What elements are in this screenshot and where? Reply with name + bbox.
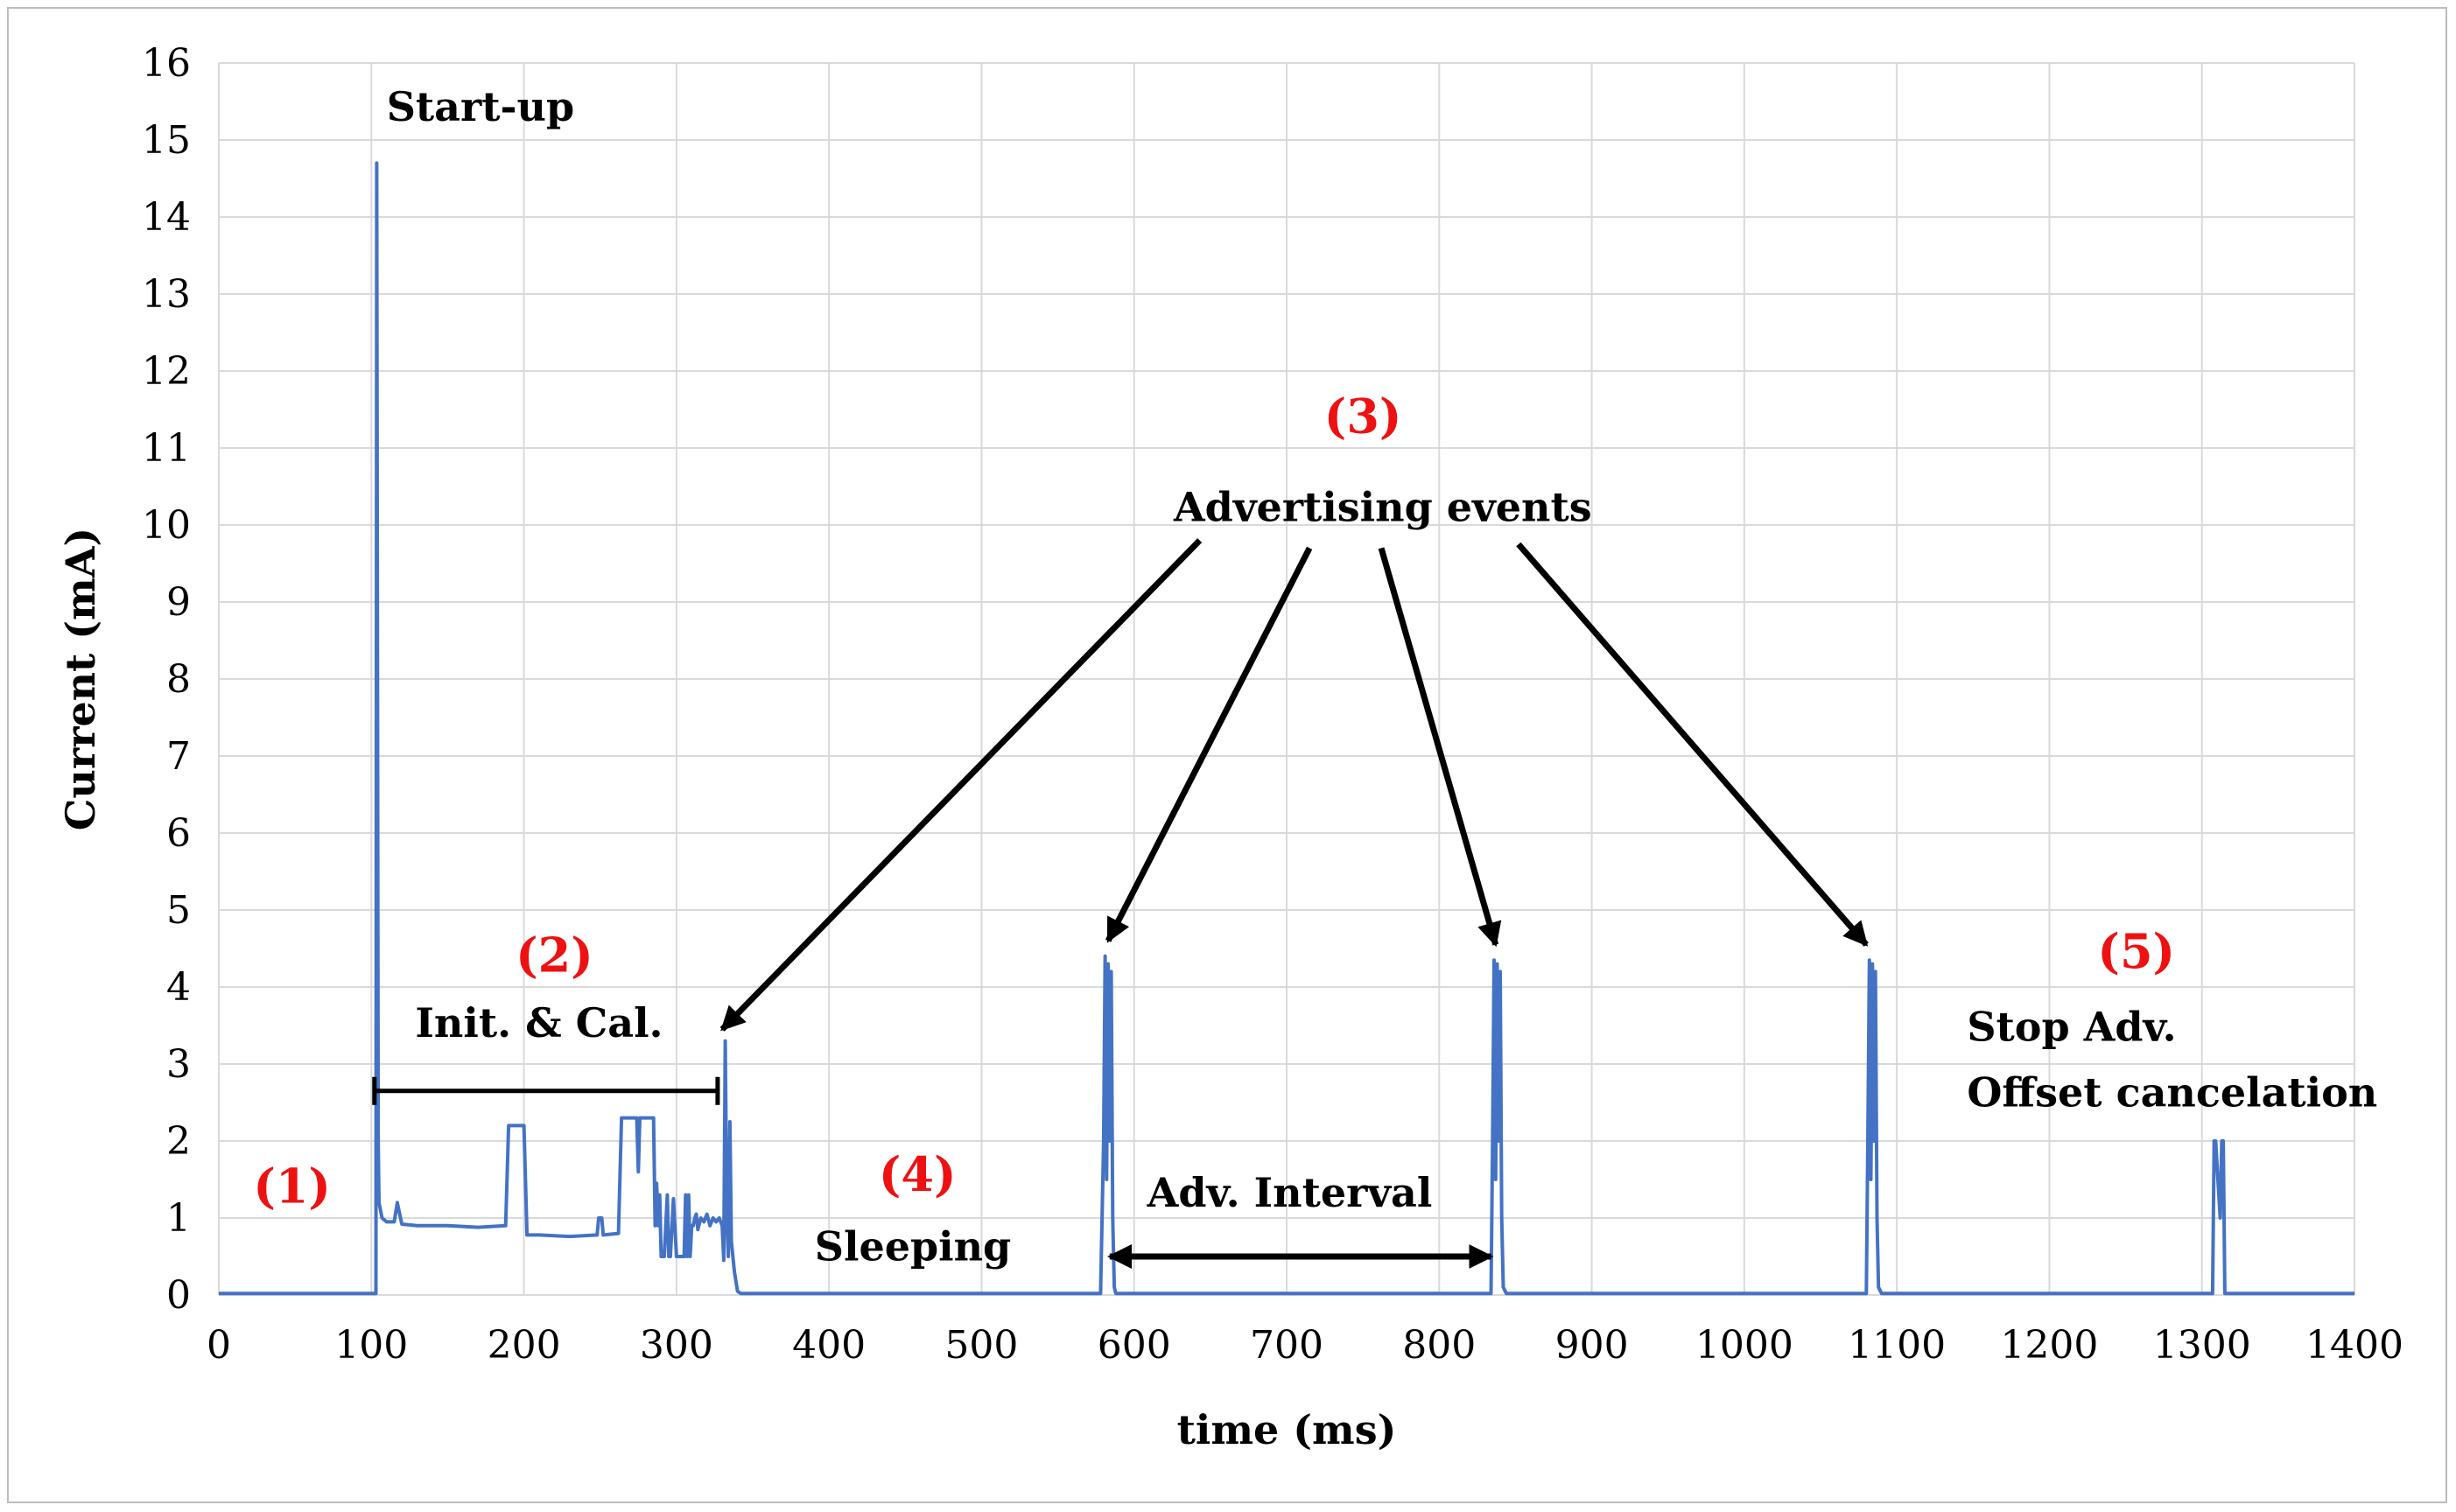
x-tick-label: 1100 — [1848, 1323, 1946, 1368]
annotation-label: (4) — [879, 1146, 957, 1202]
y-tick-label: 1 — [166, 1196, 191, 1241]
annotation-label: (2) — [516, 927, 593, 983]
annotation-label: (5) — [2097, 923, 2175, 979]
advertising-event-arrow — [1378, 547, 1502, 948]
figure-frame: 0 1 2 3 4 5 6 7 8 9 10 11 12 13 14 15 16 0 100 200 300 400 50… — [7, 7, 2447, 1503]
annotation-label: Advertising events — [1173, 484, 1592, 531]
x-tick-label: 0 — [207, 1323, 231, 1368]
current-series-line — [219, 161, 2354, 1296]
y-tick-label: 7 — [166, 734, 191, 779]
x-tick-label: 400 — [792, 1323, 866, 1368]
series-layer — [219, 161, 2354, 1296]
x-tick-label: 1300 — [2153, 1323, 2251, 1368]
x-tick-label: 800 — [1402, 1323, 1476, 1368]
x-tick-label: 1000 — [1695, 1323, 1793, 1368]
annotation-label: (3) — [1324, 388, 1402, 444]
y-tick-label: 12 — [142, 349, 191, 394]
advertising-event-arrow — [1105, 546, 1313, 943]
y-tick-label: 9 — [166, 580, 191, 625]
y-tick-label: 2 — [166, 1119, 191, 1164]
y-tick-label: 0 — [166, 1273, 191, 1318]
y-tick-label: 13 — [142, 272, 191, 317]
annotation-label: Sleeping — [815, 1222, 1011, 1270]
advertising-event-arrow — [719, 538, 1203, 1032]
y-tick-label: 6 — [166, 811, 191, 856]
advertising-event-arrow — [1516, 542, 1869, 947]
annotations: Start-up (1) (2) Init. & Cal. (3) Advertising… — [253, 83, 2377, 1270]
y-tick-label: 5 — [166, 888, 191, 933]
x-tick-label: 700 — [1250, 1323, 1323, 1368]
x-tick-label: 600 — [1098, 1323, 1171, 1368]
annotation-label: Adv. Interval — [1147, 1169, 1433, 1216]
y-tick-label: 4 — [166, 965, 191, 1010]
x-tick-label: 200 — [488, 1323, 561, 1368]
x-tick-label: 500 — [944, 1323, 1018, 1368]
annotation-label: Offset cancelation — [1967, 1068, 2377, 1116]
x-tick-label: 900 — [1555, 1323, 1629, 1368]
annotation-label: (1) — [253, 1158, 331, 1214]
x-tick-label: 300 — [640, 1323, 713, 1368]
annotation-label: Start-up — [387, 83, 574, 130]
x-axis-title: time (ms) — [1177, 1406, 1397, 1453]
y-tick-label: 3 — [166, 1042, 191, 1087]
annotation-label: Stop Adv. — [1967, 1004, 2176, 1051]
y-tick-label: 14 — [142, 195, 191, 240]
y-tick-label: 10 — [142, 503, 191, 548]
x-tick-label: 100 — [334, 1323, 408, 1368]
y-tick-label: 15 — [142, 118, 191, 163]
y-tick-label: 16 — [142, 41, 191, 86]
gridlines — [218, 62, 2355, 1296]
y-tick-label: 11 — [142, 426, 191, 471]
y-axis-title: Current (mA) — [57, 528, 104, 830]
x-tick-label: 1200 — [2000, 1323, 2098, 1368]
y-tick-label: 8 — [166, 657, 191, 702]
x-tick-label: 1400 — [2305, 1323, 2403, 1368]
annotation-label: Init. & Cal. — [415, 999, 663, 1046]
x-tick-labels: 0 100 200 300 400 500 600 700 800 900 1000 1100 1200… — [207, 1323, 2403, 1368]
